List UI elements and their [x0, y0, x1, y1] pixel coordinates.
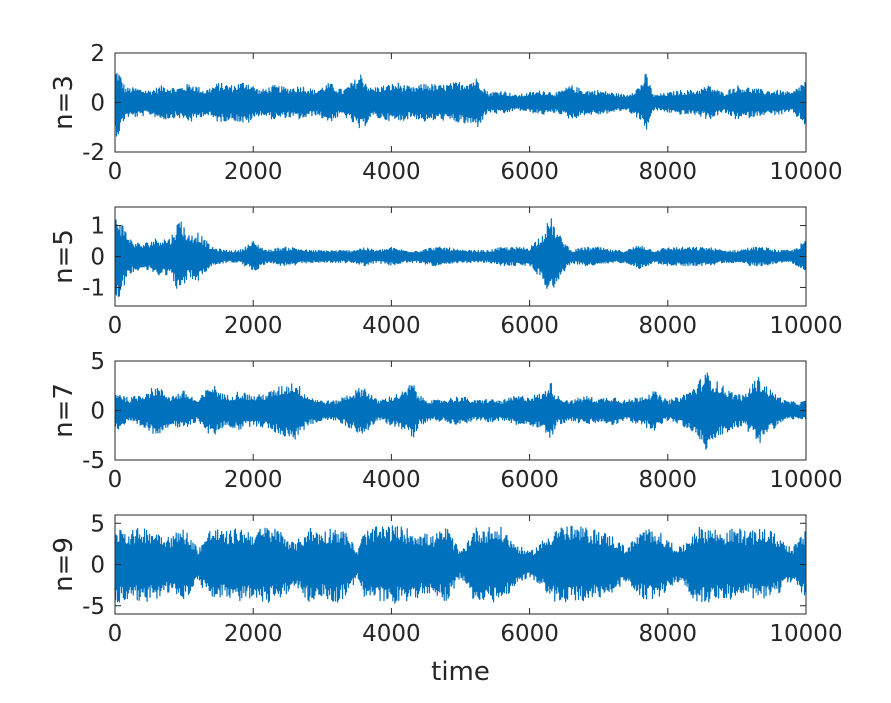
x-tick-label: 6000 — [500, 467, 559, 493]
x-tick-label: 4000 — [362, 621, 421, 647]
y-tick-label: 0 — [90, 91, 105, 117]
x-tick-label: 2000 — [224, 159, 283, 185]
y-tick-label: -1 — [82, 275, 105, 301]
y-tick-label: 0 — [90, 245, 105, 271]
x-tick-label: 4000 — [362, 159, 421, 185]
x-tick-label: 8000 — [639, 313, 698, 339]
series-line — [115, 372, 806, 450]
x-tick-label: 8000 — [639, 467, 698, 493]
x-tick-label: 10000 — [769, 159, 842, 185]
x-tick-label: 4000 — [362, 313, 421, 339]
x-tick-label: 2000 — [224, 313, 283, 339]
y-tick-label: -5 — [82, 594, 105, 620]
y-tick-label: -5 — [82, 448, 105, 474]
x-tick-label: 4000 — [362, 467, 421, 493]
series-line — [115, 72, 806, 137]
x-tick-label: 2000 — [224, 467, 283, 493]
x-tick-label: 10000 — [769, 621, 842, 647]
y-axis-label: n=3 — [49, 75, 79, 130]
series-line — [115, 525, 806, 604]
x-tick-label: 10000 — [769, 313, 842, 339]
y-tick-label: 0 — [90, 553, 105, 579]
x-tick-label: 2000 — [224, 621, 283, 647]
x-tick-label: 8000 — [639, 621, 698, 647]
x-tick-label: 6000 — [500, 313, 559, 339]
x-axis-label: time — [431, 657, 490, 687]
y-tick-label: 5 — [90, 349, 105, 375]
x-tick-label: 6000 — [500, 159, 559, 185]
x-tick-label: 0 — [108, 313, 123, 339]
y-tick-label: 2 — [90, 41, 105, 67]
y-tick-label: 1 — [90, 214, 105, 240]
y-axis-label: n=9 — [49, 537, 79, 592]
y-tick-label: 5 — [90, 511, 105, 537]
x-tick-label: 0 — [108, 159, 123, 185]
y-tick-label: -2 — [82, 140, 105, 166]
x-tick-label: 0 — [108, 467, 123, 493]
series-line — [115, 218, 806, 298]
x-tick-label: 8000 — [639, 159, 698, 185]
y-tick-label: 0 — [90, 399, 105, 425]
y-axis-label: n=7 — [49, 383, 79, 438]
y-axis-label: n=5 — [49, 229, 79, 284]
x-tick-label: 6000 — [500, 621, 559, 647]
x-tick-label: 10000 — [769, 467, 842, 493]
x-tick-label: 0 — [108, 621, 123, 647]
